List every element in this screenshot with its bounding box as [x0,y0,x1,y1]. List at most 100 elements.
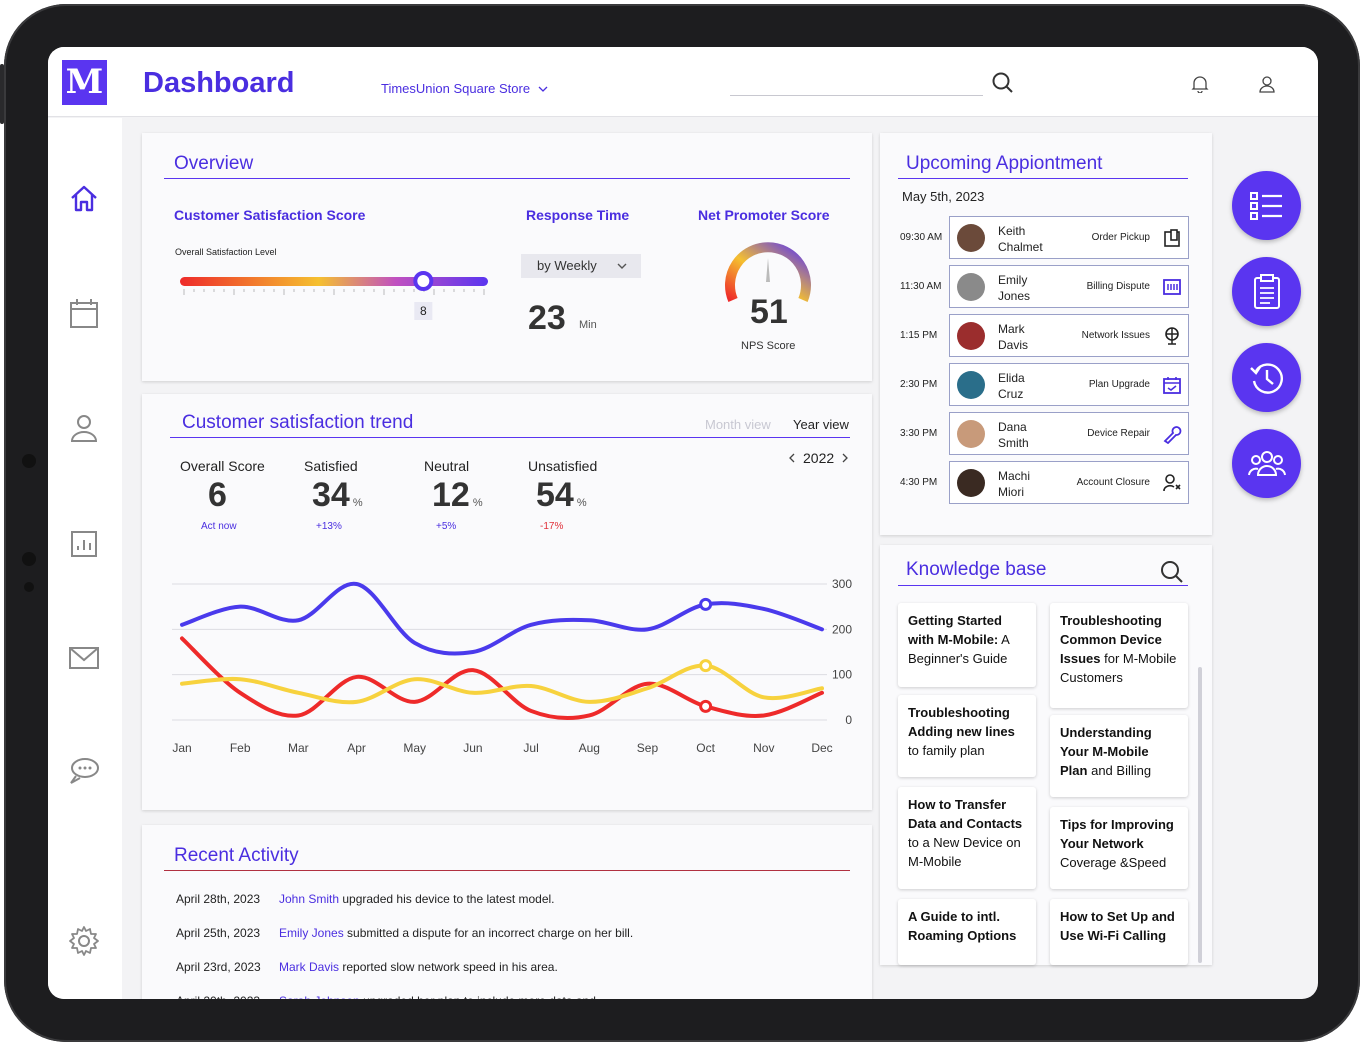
stat-number: 12 [432,476,470,514]
x-tick-label: Aug [579,741,600,755]
x-tick-label: Jun [463,741,482,755]
chat-icon[interactable] [66,754,102,790]
history-icon [1250,363,1283,394]
search-input[interactable] [730,95,983,96]
stat-delta: +13% [316,521,342,532]
stat-label: Unsatisfied [528,458,598,474]
activity-row: John Smith upgraded his device to the la… [279,892,555,906]
mail-icon[interactable] [66,640,102,676]
scrollbar[interactable] [1198,667,1202,963]
user-icon[interactable] [1258,75,1276,93]
x-tick-label: Jul [523,741,538,755]
stat-delta: +5% [436,521,457,532]
appointment-time: 11:30 AM [900,281,942,292]
stat-value: 12% [432,476,483,515]
nps-caption: NPS Score [741,340,796,352]
tasks-button[interactable] [1232,171,1301,240]
appointment-item[interactable]: Keith Chalmet Order Pickup [949,216,1189,259]
side-button [0,64,4,124]
history-button[interactable] [1232,343,1301,412]
chevron-right-icon[interactable] [841,453,849,463]
article-title: Understanding Your M-Mobile Plan [1060,725,1152,778]
plan-icon [1163,377,1181,394]
stat-unit: % [352,497,363,509]
avatar [957,224,985,252]
csat-slider[interactable]: 8 [170,271,492,331]
data-point-marker[interactable] [699,699,713,713]
appointment-time: 09:30 AM [900,232,943,243]
appointment-customer: Mark Davis [998,321,1058,353]
appointment-time: 3:30 PM [900,428,938,439]
appointment-item[interactable]: Dana Smith Device Repair [949,412,1189,455]
screen: M Dashboard TimesUnion Square Store Over… [48,47,1318,999]
knowledge-article[interactable]: Troubleshooting Adding new lines to fami… [898,695,1036,777]
checklist-icon [1250,192,1282,220]
gear-icon[interactable] [66,923,102,959]
chevron-left-icon[interactable] [788,453,796,463]
y-tick-label: 100 [832,668,852,682]
appointments-title: Upcoming Appiontment [906,153,1103,174]
appointments-card: Upcoming Appiontment May 5th, 2023 09:30… [880,133,1212,535]
customer-last-name: Miori [998,485,1024,499]
home-icon[interactable] [66,181,102,217]
frequency-select[interactable]: by Weekly [521,254,641,278]
activity-customer-link[interactable]: Emily Jones [279,926,344,940]
appointment-item[interactable]: Mark Davis Network Issues [949,314,1189,357]
notes-button[interactable] [1232,257,1301,326]
activity-row: Mark Davis reported slow network speed i… [279,960,558,974]
knowledge-article[interactable]: A Guide to intl. Roaming Options [898,899,1036,965]
customer-first-name: Machi [998,469,1031,483]
activity-description: submitted a dispute for an incorrect cha… [343,926,634,940]
csat-label: Customer Satisfaction Score [174,207,366,223]
stat-value: 34% [312,476,363,515]
top-bar: M Dashboard TimesUnion Square Store [48,47,1318,117]
team-button[interactable] [1232,429,1301,498]
person-icon[interactable] [66,411,102,447]
activity-date: April 25th, 2023 [176,926,261,940]
appointment-item[interactable]: Elida Cruz Plan Upgrade [949,363,1189,406]
nps-value: 51 [750,293,788,331]
data-point-marker[interactable] [699,597,713,611]
stat-label: Satisfied [304,458,358,474]
month-view-tab[interactable]: Month view [705,417,771,432]
knowledge-article[interactable]: Tips for Improving Your Network Coverage… [1050,807,1188,889]
activity-customer-link[interactable]: Sarah Johnson [279,994,360,999]
response-time-label: Response Time [526,207,630,223]
act-now-link[interactable]: Act now [201,521,237,532]
report-icon[interactable] [66,526,102,562]
customer-last-name: Chalmet [998,240,1043,254]
search-icon[interactable] [1160,560,1184,584]
x-tick-label: Mar [288,741,309,755]
overview-card: Overview Customer Satisfaction Score Ove… [142,133,872,381]
customer-last-name: Smith [998,436,1029,450]
knowledge-article[interactable]: Getting Started with M-Mobile: A Beginne… [898,603,1036,687]
avatar [957,469,985,497]
slider-value-box [414,302,433,320]
account-close-icon [1163,474,1181,492]
data-point-marker[interactable] [699,659,713,673]
chevron-down-icon [617,263,627,269]
activity-customer-link[interactable]: Mark Davis [279,960,340,974]
response-time-value: 23 [528,299,566,337]
appointment-item[interactable]: Emily Jones Billing Dispute [949,265,1189,308]
activity-date: April 20th, 2023 [176,994,260,999]
knowledge-article[interactable]: How to Set Up and Use Wi-Fi Calling [1050,899,1188,965]
appointment-time: 4:30 PM [900,477,938,488]
stat-number: 6 [208,476,227,514]
calendar-icon[interactable] [66,296,102,332]
search-icon[interactable] [992,72,1014,94]
knowledge-article[interactable]: How to Transfer Data and Contacts to a N… [898,787,1036,889]
slider-handle[interactable] [413,271,434,291]
knowledge-base-card: Knowledge base Getting Started with M-Mo… [880,545,1212,965]
knowledge-article[interactable]: Troubleshooting Common Device Issues for… [1050,603,1188,708]
appointment-item[interactable]: Machi Miori Account Closure [949,461,1189,504]
activity-customer-link[interactable]: John Smith [279,892,340,906]
team-icon [1248,451,1286,476]
bell-icon[interactable] [1191,75,1209,93]
page-title: Dashboard [143,67,295,99]
knowledge-article[interactable]: Understanding Your M-Mobile Plan and Bil… [1050,715,1188,797]
stat-value: 54% [536,476,587,515]
year-view-tab[interactable]: Year view [793,417,849,432]
store-selector[interactable]: TimesUnion Square Store [381,81,548,96]
brand-logo[interactable]: M [62,60,107,105]
